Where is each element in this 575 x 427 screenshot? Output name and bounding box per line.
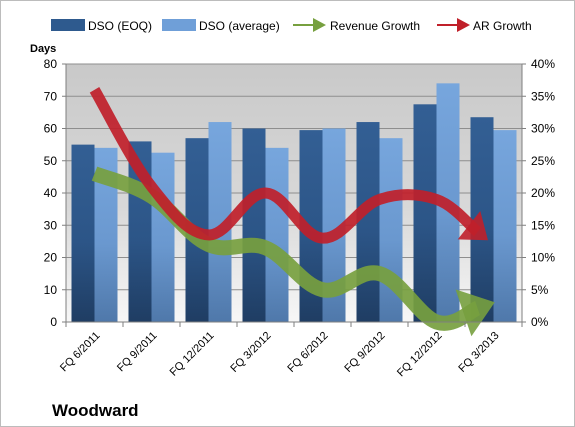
- y-left-tick-label: 0: [50, 315, 57, 329]
- y-left-axis-label: Days: [30, 43, 56, 55]
- y-right-tick-label: 0%: [531, 315, 549, 329]
- legend-swatch-dso-average: [162, 19, 196, 31]
- legend-item-dso-eoq: DSO (EOQ): [51, 19, 152, 33]
- x-tick-label: FQ 6/2011: [58, 330, 103, 375]
- y-right-tick-label: 5%: [531, 283, 549, 297]
- x-tick-labels: FQ 6/2011 FQ 9/2011 FQ 12/2011 FQ 3/2012 FQ …: [58, 330, 502, 380]
- y-right-tick-label: 30%: [531, 122, 555, 136]
- bar-dso-eoq: [242, 128, 266, 322]
- legend-swatch-ar-growth: [437, 18, 470, 32]
- y-right-tick-labels: 0% 5% 10% 15% 20% 25% 30% 35% 40%: [531, 57, 555, 329]
- y-left-tick-labels: 0 10 20 30 40 50 60 70 80: [44, 57, 58, 329]
- legend-item-ar-growth: AR Growth: [437, 18, 532, 33]
- legend-label-ar-growth: AR Growth: [473, 19, 532, 33]
- bar-dso-eoq: [71, 144, 95, 322]
- bar-dso-average: [208, 122, 232, 322]
- y-left-tick-label: 10: [44, 283, 58, 297]
- y-right-tick-label: 40%: [531, 57, 555, 71]
- legend-swatch-dso-eoq: [51, 19, 85, 31]
- y-left-tick-label: 40: [44, 186, 58, 200]
- y-right-tick-label: 20%: [531, 186, 555, 200]
- y-left-tick-label: 50: [44, 154, 58, 168]
- arrowhead-ar-growth: [457, 210, 488, 241]
- legend-label-dso-eoq: DSO (EOQ): [88, 19, 152, 33]
- x-tick-label: FQ 9/2012: [342, 330, 387, 375]
- legend-swatch-revenue-growth: [293, 18, 326, 32]
- x-tick-label: FQ 12/2012: [395, 330, 445, 380]
- bar-dso-average: [151, 152, 175, 322]
- y-left-tick-label: 30: [44, 218, 58, 232]
- x-tick-label: FQ 9/2011: [115, 330, 160, 375]
- x-tick-label: FQ 3/2013: [456, 330, 501, 375]
- y-right-tick-label: 10%: [531, 251, 555, 265]
- y-right-tick-label: 25%: [531, 154, 555, 168]
- y-left-tick-label: 20: [44, 251, 58, 265]
- axes: [62, 63, 526, 327]
- y-right-tick-label: 15%: [531, 218, 555, 232]
- y-left-tick-label: 70: [44, 89, 58, 103]
- line-ar-growth: [89, 87, 482, 244]
- y-right-tick-label: 35%: [531, 89, 555, 103]
- arrowhead-revenue-growth: [455, 289, 495, 337]
- legend-item-revenue-growth: Revenue Growth: [293, 18, 420, 33]
- bar-dso-average: [493, 130, 517, 322]
- y-left-tick-label: 80: [44, 57, 58, 71]
- legend: DSO (EOQ) DSO (average) Revenue Growth A…: [51, 18, 532, 33]
- y-left-tick-label: 60: [44, 122, 58, 136]
- x-tick-label: FQ 6/2012: [285, 330, 330, 375]
- legend-item-dso-average: DSO (average): [162, 19, 280, 33]
- chart-title: Woodward: [52, 401, 139, 420]
- bar-dso-average: [265, 147, 289, 322]
- x-tick-label: FQ 3/2012: [228, 330, 273, 375]
- growth-lines: [89, 87, 495, 337]
- bar-dso-eoq: [413, 104, 437, 322]
- x-tick-label: FQ 12/2011: [168, 330, 217, 379]
- bar-dso-eoq: [356, 122, 380, 322]
- bar-dso-average: [94, 147, 118, 322]
- bar-dso-average: [322, 128, 346, 322]
- legend-label-revenue-growth: Revenue Growth: [330, 19, 420, 33]
- legend-label-dso-average: DSO (average): [199, 19, 280, 33]
